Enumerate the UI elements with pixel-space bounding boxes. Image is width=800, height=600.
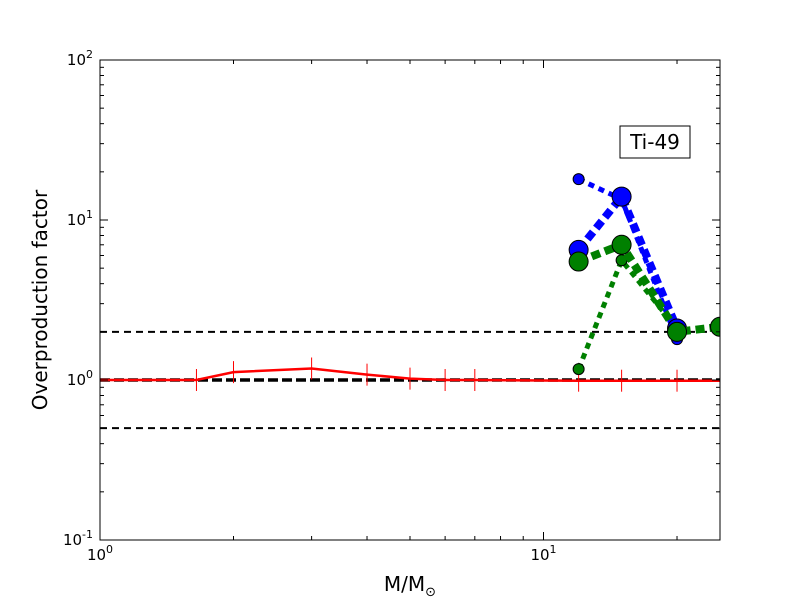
y-tick-label-base: 10 [67,211,86,229]
x-tick-label: 100 [87,543,113,564]
x-tick-label: 101 [530,543,556,564]
x-axis-label-sub: ⊙ [425,585,436,600]
data-point-small [572,363,585,376]
y-tick-label-exponent: 1 [86,208,93,221]
annotation-frame [619,125,691,159]
data-point-small [572,173,585,186]
x-tick-label-exponent: 0 [106,543,113,556]
y-tick-label-exponent: 2 [86,48,93,61]
plot-content [100,173,720,430]
y-tick-label-base: 10 [67,371,86,389]
y-tick-label: 102 [67,48,93,69]
y-tick-label: 100 [67,368,93,389]
y-tick-label: 101 [67,208,93,229]
series-line [575,188,681,330]
annotation-label: Ti-49 [629,130,680,154]
plot-background [100,60,720,540]
y-tick-label-base: 10 [63,531,82,549]
series-line [576,255,679,371]
series-line [100,367,720,382]
y-tick-label: 10-1 [63,528,93,549]
y-tick-label-exponent: 0 [86,368,93,381]
data-point-large [611,234,632,255]
x-tick-label-exponent: 1 [550,543,557,556]
x-axis-label: M/M⊙ [384,572,436,600]
x-tick-label-base: 10 [530,546,549,564]
series-line [577,239,720,337]
x-axis-label-main: M/M [384,572,425,596]
data-point-large [667,321,688,342]
y-tick-label-exponent: -1 [82,528,93,541]
data-point-large [568,251,589,272]
annotation-box: Ti-49 [619,125,691,159]
x-tick-label-base: 10 [87,546,106,564]
y-axis-label: Overproduction factor [28,189,52,410]
y-tick-label-base: 10 [67,51,86,69]
data-point-large [611,186,632,207]
